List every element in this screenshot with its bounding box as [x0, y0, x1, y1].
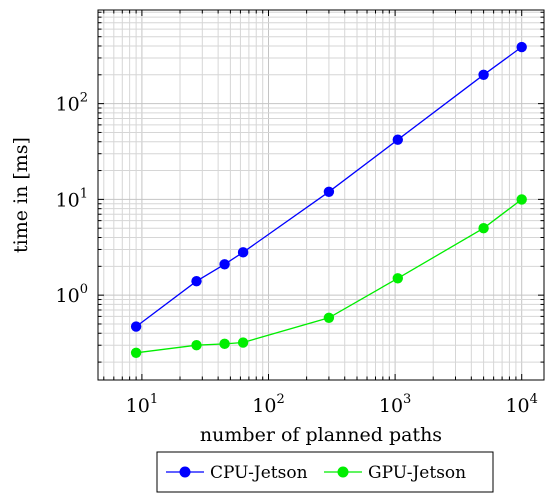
- x-tick-label: 101: [126, 392, 158, 417]
- x-tick-base: 10: [126, 395, 150, 417]
- x-tick-base: 10: [252, 395, 276, 417]
- data-point-cpu-jetson: [237, 247, 249, 258]
- data-point-cpu-jetson: [478, 69, 489, 81]
- x-tick-exponent: 1: [150, 392, 158, 407]
- x-tick-exponent: 3: [403, 392, 411, 407]
- x-tick-exponent: 2: [276, 392, 284, 407]
- data-point-gpu-jetson: [392, 273, 403, 284]
- legend-label-gpu: GPU-Jetson: [368, 463, 466, 483]
- x-tick-base: 10: [379, 395, 403, 417]
- data-point-gpu-jetson: [130, 347, 142, 359]
- legend: CPU-Jetson GPU-Jetson: [156, 451, 494, 493]
- y-tick-label: 100: [56, 282, 88, 307]
- data-point-gpu-jetson: [323, 312, 335, 324]
- y-tick-label: 101: [56, 186, 88, 211]
- data-point-gpu-jetson: [478, 223, 489, 234]
- plot-frame: [97, 9, 545, 381]
- data-point-cpu-jetson: [191, 275, 202, 287]
- legend-entry-cpu: CPU-Jetson: [166, 463, 308, 483]
- y-tick-exponent: 0: [80, 282, 88, 297]
- legend-marker-cpu: [179, 466, 191, 478]
- data-point-cpu-jetson: [516, 41, 527, 53]
- y-tick-base: 10: [56, 285, 80, 307]
- data-point-cpu-jetson: [392, 134, 403, 145]
- x-tick-base: 10: [505, 395, 529, 417]
- data-point-gpu-jetson: [191, 340, 202, 351]
- series-line-cpu-jetson: [135, 46, 523, 328]
- x-tick-label: 103: [379, 392, 411, 417]
- x-tick-label: 104: [505, 392, 537, 417]
- y-axis-label: time in [ms]: [10, 137, 32, 253]
- y-tick-label: 102: [56, 91, 88, 116]
- data-point-cpu-jetson: [219, 259, 230, 270]
- legend-entry-gpu: GPU-Jetson: [324, 463, 466, 483]
- data-point-gpu-jetson: [219, 338, 230, 350]
- y-tick-exponent: 1: [80, 186, 88, 201]
- data-point-cpu-jetson: [323, 186, 335, 198]
- x-tick-label: 102: [252, 392, 284, 417]
- grid: [98, 10, 544, 380]
- data-point-gpu-jetson: [516, 194, 527, 205]
- series-layer: [130, 41, 527, 359]
- y-tick-base: 10: [56, 189, 80, 211]
- data-point-gpu-jetson: [237, 337, 249, 348]
- x-tick-exponent: 4: [530, 392, 538, 407]
- legend-label-cpu: CPU-Jetson: [210, 463, 308, 483]
- x-axis-label: number of planned paths: [200, 424, 442, 446]
- y-tick-base: 10: [56, 94, 80, 116]
- data-point-cpu-jetson: [130, 321, 142, 332]
- y-tick-exponent: 2: [80, 91, 88, 106]
- legend-marker-gpu: [337, 466, 349, 478]
